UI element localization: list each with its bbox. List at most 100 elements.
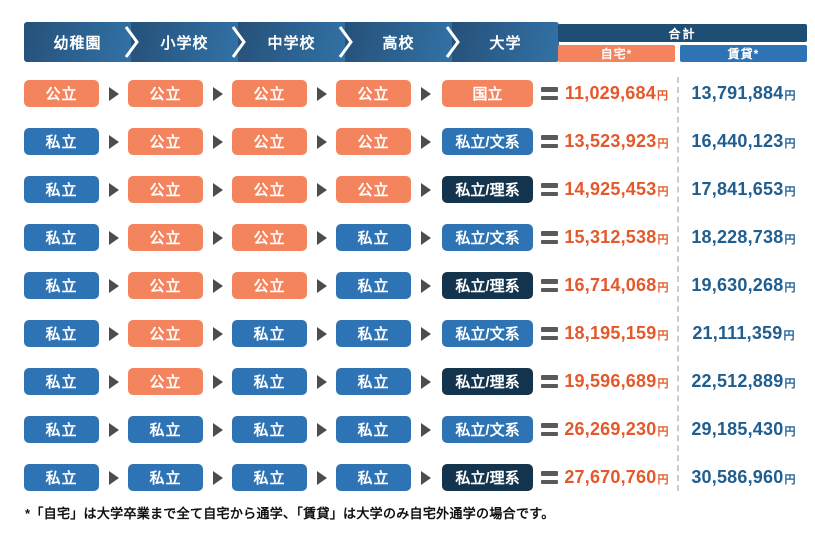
school-badge: 私立 [24, 416, 99, 443]
arrow-gap [99, 374, 128, 389]
university-slot: 私立/理系 [440, 272, 535, 299]
equals-wrap [535, 183, 558, 196]
school-slot: 公立 [232, 80, 307, 107]
arrow-gap [99, 326, 128, 341]
home-total-value: 18,195,159円 [558, 323, 675, 344]
school-badge: 私立 [24, 224, 99, 251]
university-badge: 私立/文系 [442, 128, 533, 155]
school-badge: 私立 [336, 368, 411, 395]
equals-icon [541, 183, 558, 196]
yen-suffix: 円 [657, 330, 669, 342]
rent-total-value: 19,630,268円 [680, 275, 807, 296]
yen-suffix: 円 [657, 186, 669, 198]
arrow-gap [411, 374, 440, 389]
arrow-gap [411, 470, 440, 485]
arrow-gap [411, 278, 440, 293]
school-badge: 私立 [232, 320, 307, 347]
school-slot: 公立 [336, 80, 411, 107]
school-slot: 公立 [232, 272, 307, 299]
right-arrow-icon [420, 422, 431, 437]
arrow-gap [307, 182, 336, 197]
home-total-number: 19,596,689 [564, 371, 657, 391]
right-arrow-icon [420, 470, 431, 485]
school-slot: 私立 [24, 368, 99, 395]
arrow-gap [203, 182, 232, 197]
yen-suffix: 円 [784, 90, 796, 102]
home-total-value: 27,670,760円 [558, 467, 675, 488]
school-badge: 私立 [24, 320, 99, 347]
right-arrow-icon [420, 278, 431, 293]
school-slot: 公立 [24, 80, 99, 107]
university-badge: 私立/理系 [442, 176, 533, 203]
right-arrow-icon [108, 278, 119, 293]
arrow-gap [307, 134, 336, 149]
school-slot: 公立 [232, 176, 307, 203]
school-slot: 私立 [24, 176, 99, 203]
cost-row: 私立 公立 私立 私立 私立/理系 19,596,689円 22,512,889… [24, 368, 807, 395]
school-badge: 公立 [128, 272, 203, 299]
cost-row: 私立 公立 公立 私立 私立/文系 15,312,538円 18,228,738… [24, 224, 807, 251]
school-badge: 私立 [24, 272, 99, 299]
school-badge: 公立 [336, 80, 411, 107]
right-arrow-icon [316, 422, 327, 437]
stage-university: 大学 [452, 22, 559, 62]
right-arrow-icon [108, 230, 119, 245]
school-badge: 私立 [24, 464, 99, 491]
cost-row: 私立 公立 公立 公立 私立/文系 13,523,923円 16,440,123… [24, 128, 807, 155]
school-badge: 私立 [24, 368, 99, 395]
equals-wrap [535, 471, 558, 484]
right-arrow-icon [108, 374, 119, 389]
school-slot: 公立 [336, 176, 411, 203]
stage-label: 高校 [382, 34, 415, 52]
cost-row: 私立 公立 私立 私立 私立/文系 18,195,159円 21,111,359… [24, 320, 807, 347]
home-total-number: 13,523,923 [564, 131, 657, 151]
stage-label: 小学校 [160, 34, 209, 52]
right-arrow-icon [420, 182, 431, 197]
arrow-gap [203, 230, 232, 245]
rent-total-value: 13,791,884円 [680, 83, 807, 104]
equals-wrap [535, 279, 558, 292]
school-badge: 私立 [128, 416, 203, 443]
right-arrow-icon [212, 230, 223, 245]
right-arrow-icon [108, 326, 119, 341]
school-slot: 私立 [24, 464, 99, 491]
stage-label: 中学校 [267, 34, 316, 52]
rent-total-number: 29,185,430 [691, 419, 784, 439]
arrow-gap [203, 326, 232, 341]
home-total-value: 13,523,923円 [558, 131, 675, 152]
school-slot: 公立 [128, 224, 203, 251]
right-arrow-icon [420, 134, 431, 149]
cost-rows: 公立 公立 公立 公立 国立 11,029,684円 13,791,884円 私… [24, 80, 807, 512]
school-badge: 公立 [128, 224, 203, 251]
cost-row: 私立 私立 私立 私立 私立/理系 27,670,760円 30,586,960… [24, 464, 807, 491]
arrow-gap [99, 182, 128, 197]
school-slot: 私立 [24, 272, 99, 299]
stage-junior-high: 中学校 [238, 22, 353, 62]
yen-suffix: 円 [784, 234, 796, 246]
school-badge: 公立 [232, 176, 307, 203]
rent-total-value: 17,841,653円 [680, 179, 807, 200]
school-slot: 私立 [24, 320, 99, 347]
arrow-gap [411, 182, 440, 197]
stage-label: 幼稚園 [53, 34, 102, 52]
rent-total-value: 21,111,359円 [680, 323, 807, 344]
school-slot: 私立 [232, 464, 307, 491]
equals-wrap [535, 327, 558, 340]
equals-wrap [535, 135, 558, 148]
school-badge: 公立 [232, 128, 307, 155]
home-total-number: 26,269,230 [564, 419, 657, 439]
school-slot: 私立 [24, 224, 99, 251]
stage-kindergarten: 幼稚園 [24, 22, 139, 62]
rent-total-number: 16,440,123 [691, 131, 784, 151]
school-badge: 私立 [232, 368, 307, 395]
arrow-gap [203, 470, 232, 485]
university-slot: 私立/文系 [440, 224, 535, 251]
arrow-gap [411, 230, 440, 245]
rent-total-number: 21,111,359 [692, 323, 783, 343]
right-arrow-icon [316, 86, 327, 101]
school-badge: 公立 [336, 176, 411, 203]
school-badge: 私立 [24, 176, 99, 203]
equals-wrap [535, 423, 558, 436]
rent-total-value: 30,586,960円 [680, 467, 807, 488]
right-arrow-icon [212, 278, 223, 293]
